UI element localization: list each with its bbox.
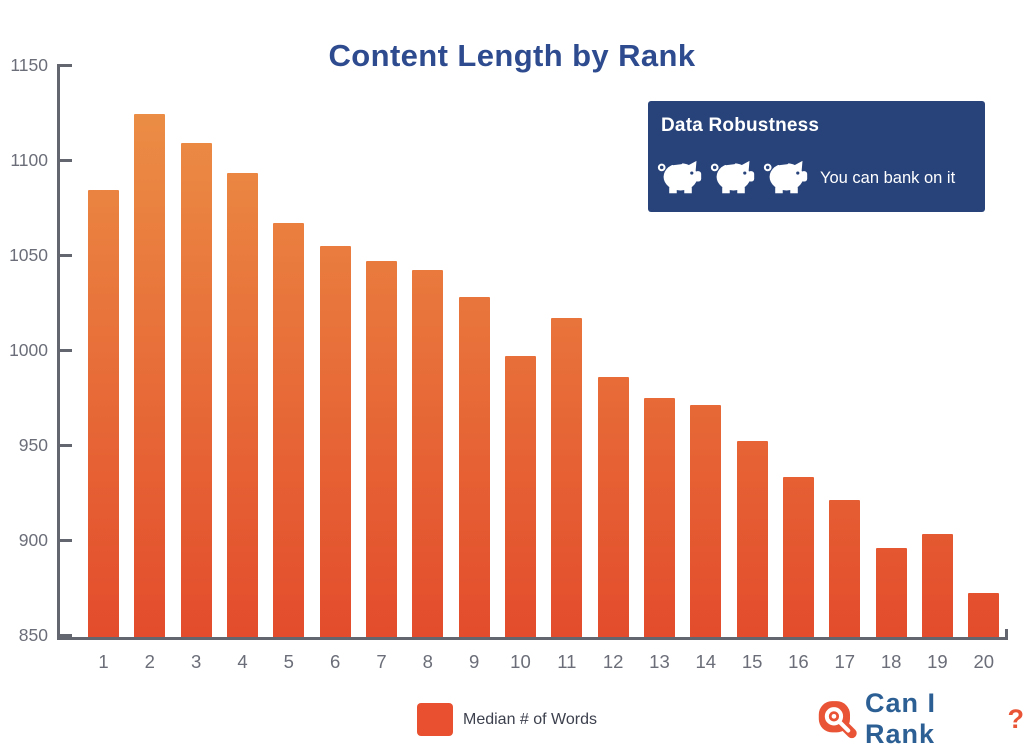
badge-title: Data Robustness — [661, 115, 819, 137]
y-tick-label: 900 — [2, 529, 48, 551]
x-tick-label: 15 — [730, 651, 774, 673]
x-tick-label: 1 — [82, 651, 126, 673]
piggy-bank-icon — [710, 153, 757, 195]
x-tick-label: 5 — [267, 651, 311, 673]
x-tick-label: 8 — [406, 651, 450, 673]
x-tick-label: 18 — [869, 651, 913, 673]
bar — [320, 246, 351, 638]
bar — [181, 143, 212, 637]
x-tick-label: 9 — [452, 651, 496, 673]
magnifier-icon — [817, 697, 858, 741]
y-tick-label: 1050 — [2, 244, 48, 266]
bar — [922, 534, 953, 637]
piggy-bank-icon — [657, 153, 704, 195]
x-axis-end-tick — [1005, 629, 1008, 637]
bar — [505, 356, 536, 637]
y-tick — [57, 159, 72, 162]
bar — [459, 297, 490, 637]
y-tick — [57, 539, 72, 542]
legend: Median # of Words — [417, 703, 597, 736]
legend-swatch — [417, 703, 453, 736]
logo-text: Can I Rank — [865, 688, 1004, 750]
x-tick-label: 20 — [962, 651, 1006, 673]
x-tick-label: 16 — [776, 651, 820, 673]
piggy-bank-rating — [657, 153, 816, 195]
y-tick-label: 1000 — [2, 339, 48, 361]
y-tick — [57, 634, 72, 637]
x-tick-label: 12 — [591, 651, 635, 673]
bar — [227, 173, 258, 637]
y-tick-label: 1150 — [2, 54, 48, 76]
bar — [690, 405, 721, 637]
y-tick-label: 1100 — [2, 149, 48, 171]
logo-question-mark: ? — [1008, 704, 1024, 735]
bar — [551, 318, 582, 637]
canirank-logo: Can I Rank ? — [817, 696, 1024, 742]
bar — [737, 441, 768, 637]
y-tick — [57, 64, 72, 67]
x-tick-label: 4 — [220, 651, 264, 673]
bar — [412, 270, 443, 637]
bar — [366, 261, 397, 637]
x-tick-label: 10 — [498, 651, 542, 673]
bar — [644, 398, 675, 638]
y-tick — [57, 349, 72, 352]
bar — [88, 190, 119, 637]
bar — [829, 500, 860, 637]
y-axis-line — [57, 64, 60, 640]
bar — [598, 377, 629, 637]
x-tick-label: 14 — [684, 651, 728, 673]
piggy-bank-icon — [763, 153, 810, 195]
x-tick-label: 3 — [174, 651, 218, 673]
y-tick-label: 950 — [2, 434, 48, 456]
bar — [273, 223, 304, 637]
y-tick-label: 850 — [2, 624, 48, 646]
x-axis-line — [57, 637, 1008, 640]
badge-caption: You can bank on it — [820, 169, 955, 188]
y-tick — [57, 254, 72, 257]
bar — [134, 114, 165, 637]
x-tick-label: 17 — [823, 651, 867, 673]
bar — [783, 477, 814, 637]
bar — [968, 593, 999, 637]
x-tick-label: 19 — [915, 651, 959, 673]
bar — [876, 548, 907, 637]
x-tick-label: 2 — [128, 651, 172, 673]
x-tick-label: 7 — [359, 651, 403, 673]
x-tick-label: 6 — [313, 651, 357, 673]
x-tick-label: 13 — [637, 651, 681, 673]
data-robustness-badge: Data Robustness You can bank on it — [648, 101, 985, 212]
legend-label: Median # of Words — [463, 711, 597, 729]
y-tick — [57, 444, 72, 447]
x-tick-label: 11 — [545, 651, 589, 673]
